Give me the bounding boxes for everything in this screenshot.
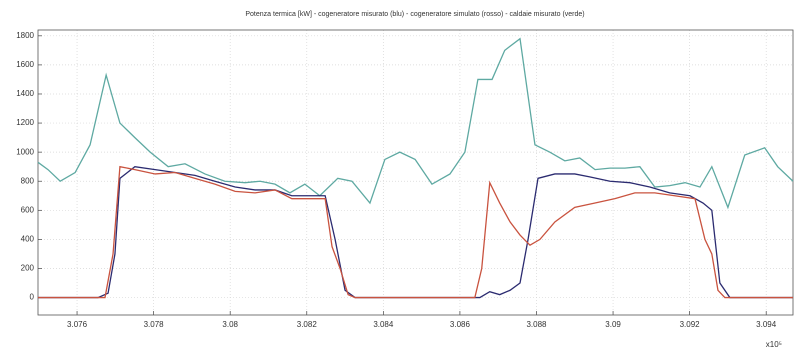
x-tick-label: 3.078 — [144, 320, 165, 329]
y-tick-label: 200 — [21, 264, 35, 273]
y-tick-label: 1200 — [16, 118, 34, 127]
y-tick-label: 0 — [30, 293, 35, 302]
y-tick-label: 800 — [21, 176, 35, 185]
y-tick-label: 1800 — [16, 31, 34, 40]
y-tick-label: 1000 — [16, 147, 34, 156]
y-tick-label: 1400 — [16, 89, 34, 98]
x-tick-label: 3.08 — [222, 320, 238, 329]
x-tick-label: 3.088 — [526, 320, 547, 329]
y-tick-label: 400 — [21, 234, 35, 243]
x-tick-label: 3.082 — [297, 320, 318, 329]
y-tick-label: 1600 — [16, 60, 34, 69]
chart-title: Potenza termica [kW] - cogeneratore misu… — [245, 11, 584, 18]
x-tick-label: 3.09 — [605, 320, 621, 329]
x-tick-label: 3.076 — [67, 320, 88, 329]
y-tick-label: 600 — [21, 205, 35, 214]
x-tick-label: 3.092 — [680, 320, 701, 329]
x-tick-label: 3.094 — [756, 320, 777, 329]
x-multiplier: x10⁵ — [766, 340, 782, 349]
series-line — [37, 37, 794, 210]
x-tick-label: 3.084 — [373, 320, 394, 329]
x-tick-label: 3.086 — [450, 320, 471, 329]
plot-frame — [37, 29, 794, 316]
series-line — [38, 165, 793, 299]
